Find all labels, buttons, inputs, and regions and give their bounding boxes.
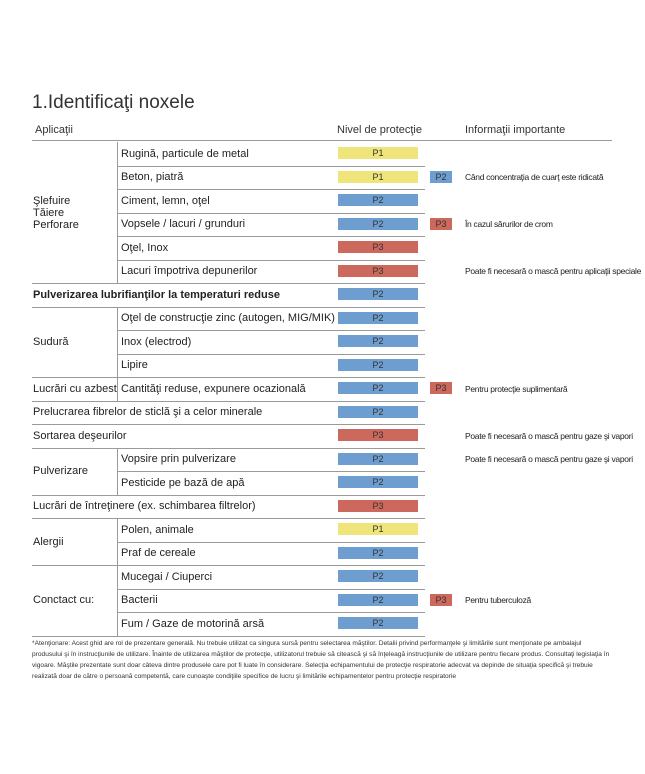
info-note: Poate fi necesară o mască pentru gaze şi… — [465, 430, 633, 441]
row-rule — [117, 353, 425, 355]
group-divider — [117, 377, 118, 401]
item-label: Rugină, particule de metal — [121, 147, 249, 160]
level-badge: P2 — [338, 593, 418, 606]
info-note: Poate fi necesară o mască pentru gaze şi… — [465, 454, 633, 465]
item-label: Ciment, lemn, oţel — [121, 194, 210, 207]
group-label: Alergii — [33, 535, 64, 548]
header-rule — [32, 140, 612, 141]
level-badge: P2 — [338, 617, 418, 629]
footnote: *Atenţionare: Acest ghid are rol de prez… — [32, 640, 610, 680]
group-label: Sudură — [33, 335, 69, 348]
level-badge: P2 — [338, 288, 418, 300]
item-label: Lacuri împotriva depunerilor — [121, 265, 258, 278]
row-rule — [117, 189, 425, 190]
level-badge: P2 — [338, 335, 418, 347]
level-badge: P3 — [430, 382, 452, 394]
item-label: Vopsire prin pulverizare — [121, 453, 236, 466]
item-label: Lipire — [121, 359, 148, 372]
info-note: Poate fi necesară o mască pentru aplicaţ… — [465, 266, 642, 277]
level-badge: P3 — [338, 429, 418, 441]
item-label: Beton, piatră — [121, 171, 184, 184]
info-note: În cazul sărurilor de crom — [465, 219, 553, 230]
group-divider — [117, 565, 118, 636]
row-rule — [117, 330, 425, 331]
row-rule — [117, 612, 425, 613]
item-label: Mucegai / Ciuperci — [121, 570, 213, 583]
level-badge: P2 — [338, 405, 418, 418]
title: 1.Identificaţi noxele — [32, 92, 195, 113]
level-badge: P2 — [338, 546, 418, 559]
item-label: Oţel de construcţie zinc (autogen, MIG/M… — [121, 312, 335, 325]
level-badge: P2 — [338, 476, 418, 488]
group-label: Pulverizare — [33, 465, 89, 477]
group-rule — [32, 306, 425, 308]
row-rule — [117, 259, 425, 261]
group-rule — [32, 635, 425, 637]
level-badge: P2 — [430, 170, 452, 183]
group-label: Sortarea deşeurilor — [33, 429, 127, 442]
group-rule — [32, 377, 425, 378]
row-rule — [117, 165, 425, 167]
level-badge: P1 — [338, 147, 418, 159]
group-divider — [117, 306, 118, 377]
item-label: Oţel, Inox — [121, 241, 169, 254]
group-rule — [32, 518, 425, 519]
level-badge: P3 — [338, 264, 418, 277]
row-rule — [117, 212, 425, 214]
group-rule — [32, 424, 425, 425]
level-badge: P2 — [338, 570, 418, 582]
item-label: Pesticide pe bază de apă — [121, 476, 245, 489]
group-rule — [32, 494, 425, 496]
level-badge: P3 — [338, 499, 418, 512]
item-label: Polen, animale — [121, 523, 194, 536]
group-rule — [32, 400, 425, 402]
level-badge: P3 — [430, 593, 452, 606]
header-level: Nivel de protecţie — [337, 124, 422, 136]
level-badge: P3 — [338, 241, 418, 253]
info-note: Când concentraţia de cuarţ este ridicată — [465, 172, 604, 183]
group-label: Conctact cu: — [33, 594, 95, 607]
level-badge: P1 — [338, 523, 418, 535]
group-label: Lucrări cu azbest — [33, 382, 117, 395]
level-badge: P1 — [338, 170, 418, 183]
level-badge: P2 — [338, 217, 418, 230]
level-badge: P2 — [338, 311, 418, 324]
group-rule — [32, 447, 425, 449]
group-rule — [32, 565, 425, 566]
row-rule — [117, 236, 425, 237]
header-info: Informaţii importante — [465, 124, 566, 136]
level-badge: P2 — [338, 452, 418, 465]
group-label: Şlefuire Tăiere Perforare — [33, 194, 79, 231]
item-label: Fum / Gaze de motorină arsă — [121, 617, 265, 630]
item-label: Bacterii — [121, 594, 158, 607]
level-badge: P3 — [430, 217, 452, 230]
item-label: Cantităţi reduse, expunere ocazională — [121, 382, 306, 395]
group-label: Prelucrarea fibrelor de sticlă şi a celo… — [33, 406, 263, 419]
group-label: Pulverizarea lubrifianţilor la temperatu… — [33, 288, 280, 301]
level-badge: P2 — [338, 358, 418, 371]
group-rule — [32, 283, 425, 284]
level-badge: P2 — [338, 194, 418, 206]
item-label: Inox (electrod) — [121, 335, 192, 348]
row-rule — [117, 471, 425, 472]
row-rule — [117, 588, 425, 590]
level-badge: P2 — [338, 382, 418, 394]
info-note: Pentru protecţie suplimentară — [465, 383, 568, 394]
info-note: Pentru tuberculoză — [465, 595, 531, 606]
row-rule — [117, 541, 425, 543]
group-label: Lucrări de întreţinere (ex. schimbarea f… — [33, 500, 256, 513]
item-label: Vopsele / lacuri / grunduri — [121, 218, 246, 231]
header-applications: Aplicaţii — [35, 124, 73, 136]
item-label: Praf de cereale — [121, 547, 196, 560]
